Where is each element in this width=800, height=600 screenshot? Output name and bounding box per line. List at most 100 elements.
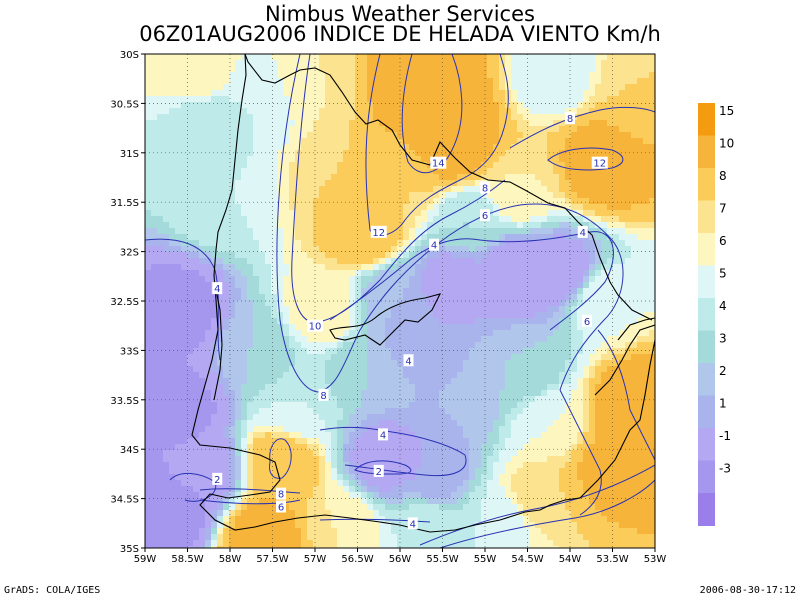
- field-cell: [343, 66, 350, 73]
- field-cell: [187, 120, 194, 127]
- field-cell: [433, 234, 440, 241]
- field-cell: [649, 132, 655, 139]
- field-cell: [187, 180, 194, 187]
- field-cell: [583, 354, 590, 361]
- field-cell: [511, 168, 518, 175]
- field-cell: [463, 114, 470, 121]
- field-cell: [253, 222, 260, 229]
- field-cell: [397, 288, 404, 295]
- field-cell: [523, 366, 530, 373]
- field-cell: [181, 324, 188, 331]
- field-cell: [337, 216, 344, 223]
- field-cell: [565, 156, 572, 163]
- field-cell: [385, 366, 392, 373]
- field-cell: [355, 318, 362, 325]
- field-cell: [613, 306, 620, 313]
- field-cell: [475, 282, 482, 289]
- field-cell: [547, 324, 554, 331]
- field-cell: [301, 84, 308, 91]
- field-cell: [481, 168, 488, 175]
- field-cell: [283, 402, 290, 409]
- field-cell: [595, 348, 602, 355]
- field-cell: [151, 114, 158, 121]
- field-cell: [313, 402, 320, 409]
- field-cell: [421, 54, 428, 61]
- field-cell: [559, 360, 566, 367]
- field-cell: [589, 66, 596, 73]
- field-cell: [373, 312, 380, 319]
- field-cell: [151, 336, 158, 343]
- field-cell: [487, 192, 494, 199]
- field-cell: [565, 396, 572, 403]
- field-cell: [619, 396, 626, 403]
- field-cell: [193, 198, 200, 205]
- field-cell: [415, 66, 422, 73]
- field-cell: [445, 366, 452, 373]
- field-cell: [289, 216, 296, 223]
- field-cell: [163, 384, 170, 391]
- field-cell: [643, 276, 650, 283]
- field-cell: [457, 180, 464, 187]
- field-cell: [343, 288, 350, 295]
- field-cell: [487, 174, 494, 181]
- field-cell: [631, 162, 638, 169]
- field-cell: [445, 342, 452, 349]
- field-cell: [349, 96, 356, 103]
- field-cell: [367, 222, 374, 229]
- field-cell: [253, 270, 260, 277]
- field-cell: [583, 360, 590, 367]
- field-cell: [553, 324, 560, 331]
- field-cell: [631, 384, 638, 391]
- field-cell: [151, 192, 158, 199]
- field-cell: [367, 84, 374, 91]
- field-cell: [445, 288, 452, 295]
- field-cell: [529, 162, 536, 169]
- field-cell: [379, 126, 386, 133]
- field-cell: [517, 156, 524, 163]
- field-cell: [649, 324, 655, 331]
- field-cell: [265, 96, 272, 103]
- field-cell: [169, 282, 176, 289]
- field-cell: [253, 192, 260, 199]
- field-cell: [541, 336, 548, 343]
- field-cell: [643, 84, 650, 91]
- field-cell: [457, 336, 464, 343]
- field-cell: [553, 54, 560, 61]
- field-cell: [457, 360, 464, 367]
- field-cell: [559, 60, 566, 67]
- field-cell: [619, 66, 626, 73]
- field-cell: [307, 132, 314, 139]
- field-cell: [319, 216, 326, 223]
- field-cell: [643, 288, 650, 295]
- field-cell: [427, 222, 434, 229]
- field-cell: [229, 318, 236, 325]
- field-cell: [523, 324, 530, 331]
- field-cell: [595, 330, 602, 337]
- field-cell: [517, 54, 524, 61]
- field-cell: [427, 168, 434, 175]
- field-cell: [385, 300, 392, 307]
- field-cell: [571, 168, 578, 175]
- field-cell: [505, 360, 512, 367]
- field-cell: [649, 300, 655, 307]
- field-cell: [505, 228, 512, 235]
- field-cell: [547, 108, 554, 115]
- field-cell: [355, 276, 362, 283]
- field-cell: [145, 132, 152, 139]
- field-cell: [379, 84, 386, 91]
- field-cell: [595, 384, 602, 391]
- field-cell: [553, 168, 560, 175]
- field-cell: [625, 246, 632, 253]
- field-cell: [283, 246, 290, 253]
- field-cell: [643, 120, 650, 127]
- field-cell: [433, 198, 440, 205]
- field-cell: [253, 96, 260, 103]
- field-cell: [373, 396, 380, 403]
- field-cell: [181, 246, 188, 253]
- field-cell: [643, 66, 650, 73]
- field-cell: [361, 390, 368, 397]
- field-cell: [643, 210, 650, 217]
- field-cell: [265, 228, 272, 235]
- field-cell: [481, 336, 488, 343]
- field-cell: [373, 318, 380, 325]
